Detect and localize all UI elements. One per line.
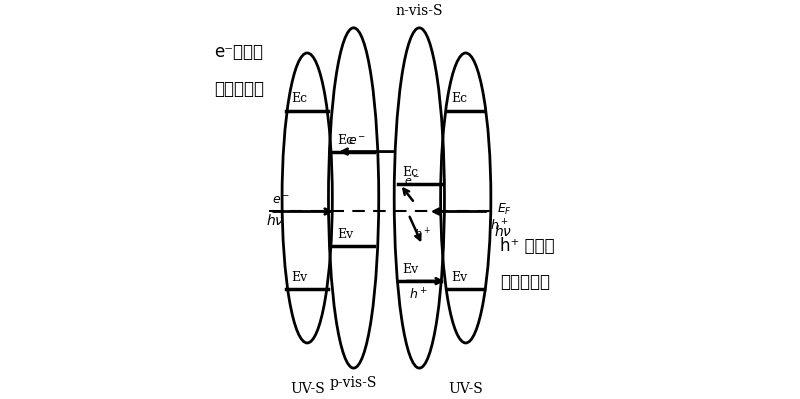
Text: Ec: Ec — [291, 92, 307, 105]
Text: $e^-$: $e^-$ — [404, 176, 420, 187]
Text: $h^+$: $h^+$ — [409, 287, 428, 302]
Text: $h\nu$: $h\nu$ — [494, 224, 512, 239]
Text: $e^-$: $e^-$ — [348, 135, 366, 148]
Text: Ec: Ec — [338, 134, 354, 146]
Text: UV-S: UV-S — [448, 381, 483, 396]
Text: Ev: Ev — [451, 271, 467, 284]
Text: h⁺ 可发生: h⁺ 可发生 — [500, 237, 554, 255]
Text: $h^+$: $h^+$ — [490, 219, 509, 234]
Text: Ev: Ev — [338, 228, 354, 241]
Text: Ev: Ev — [402, 263, 418, 276]
Text: $e^-$: $e^-$ — [272, 194, 290, 207]
Text: UV-S: UV-S — [290, 381, 325, 396]
Text: $E_F$: $E_F$ — [497, 202, 512, 217]
Text: $h\nu$: $h\nu$ — [266, 213, 284, 229]
Text: p-vis-S: p-vis-S — [330, 376, 378, 390]
Text: Ec: Ec — [402, 166, 418, 180]
Text: 光氧化反应: 光氧化反应 — [500, 273, 550, 291]
Text: $h^+$: $h^+$ — [414, 226, 430, 241]
Text: e⁻可发生: e⁻可发生 — [214, 43, 263, 61]
Text: Ev: Ev — [291, 271, 307, 284]
Text: Ec: Ec — [451, 92, 467, 105]
Text: 光还原反应: 光还原反应 — [214, 80, 265, 98]
Text: n-vis-S: n-vis-S — [395, 4, 443, 18]
